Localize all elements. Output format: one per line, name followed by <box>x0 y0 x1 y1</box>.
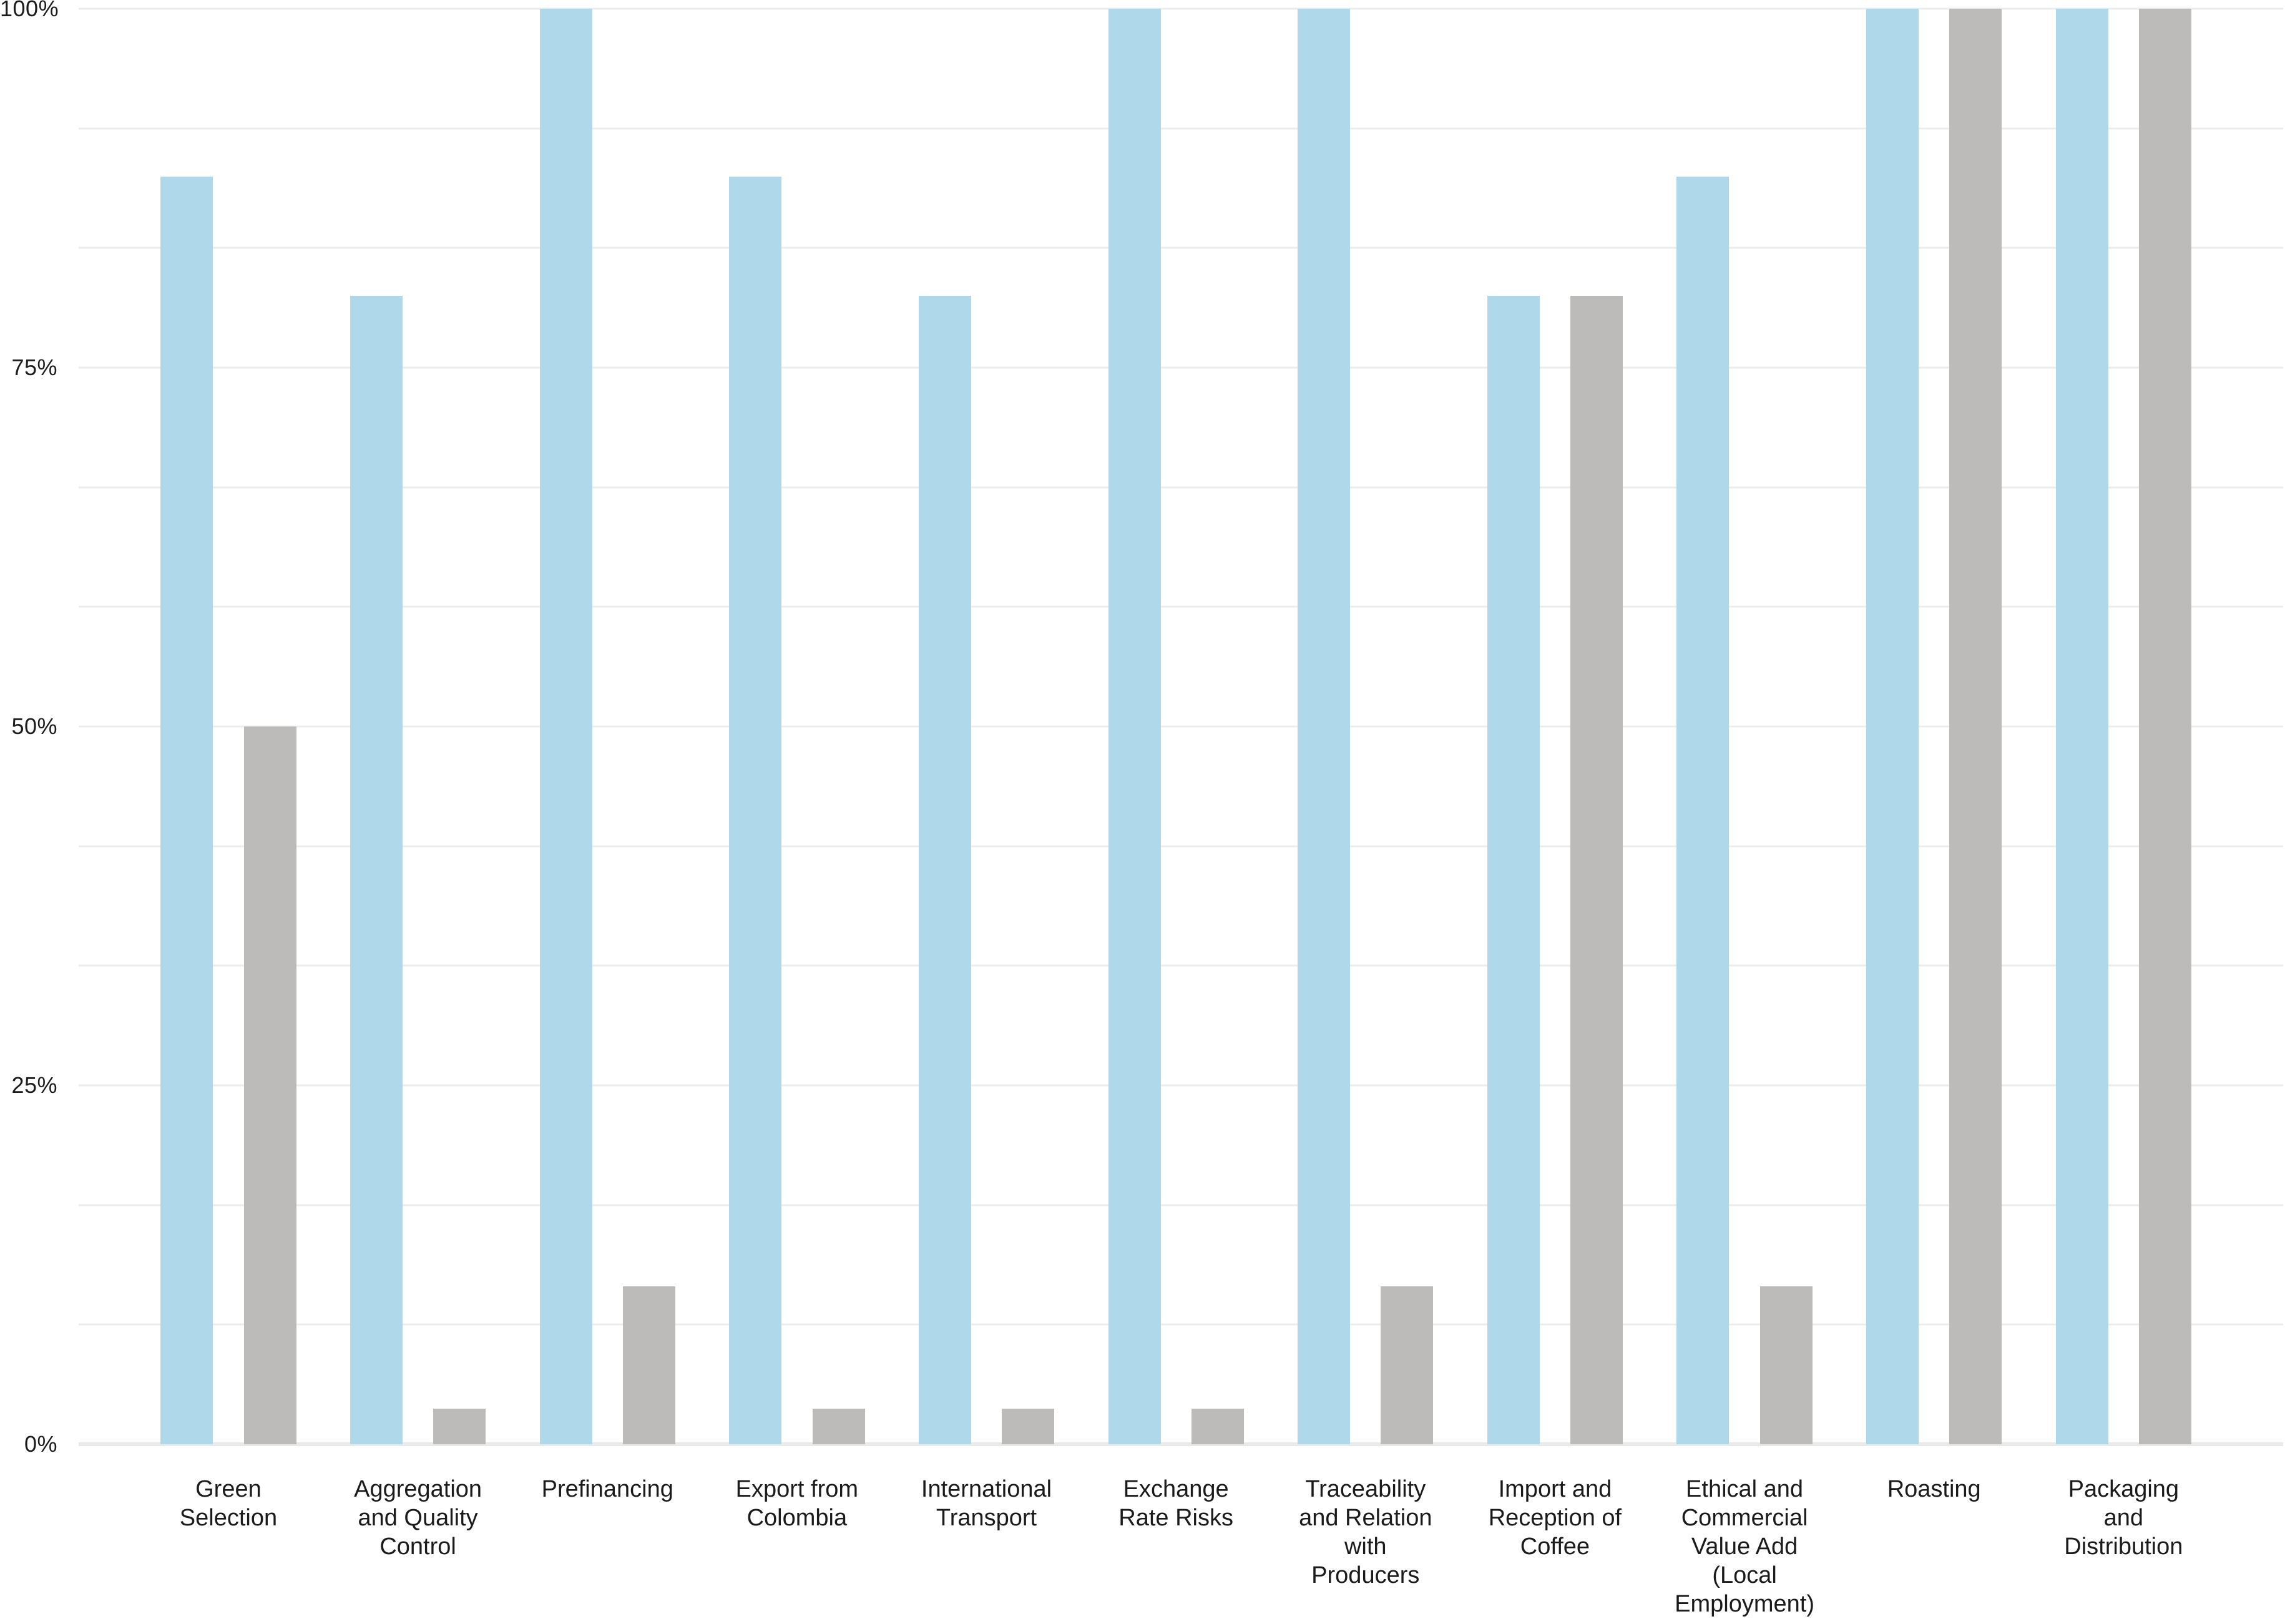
gridline <box>79 486 2283 489</box>
bar-series-blue-2 <box>350 296 403 1444</box>
bar-series-blue-11 <box>2055 9 2108 1444</box>
x-axis-baseline <box>79 1442 2283 1446</box>
bar-series-blue-3 <box>539 9 592 1444</box>
y-axis-tick-label: 50% <box>11 713 57 739</box>
bar-series-gray-3 <box>622 1286 675 1444</box>
y-axis-tick-label: 100% <box>0 0 59 21</box>
x-axis-category-label: International Transport <box>921 1476 1052 1531</box>
bar-series-gray-8 <box>1570 296 1623 1444</box>
gridline <box>79 964 2283 967</box>
gridline <box>79 247 2283 249</box>
gridline <box>79 605 2283 608</box>
bar-series-gray-7 <box>1381 1286 1434 1444</box>
gridline <box>79 1204 2283 1206</box>
x-axis-category-label: Aggregation and Quality Control <box>354 1476 482 1560</box>
gridline <box>79 127 2283 130</box>
bar-series-blue-5 <box>918 296 971 1444</box>
y-axis-tick-label: 25% <box>11 1072 57 1098</box>
bar-series-blue-6 <box>1108 9 1161 1444</box>
bar-series-gray-9 <box>1759 1286 1813 1444</box>
gridline <box>79 725 2283 728</box>
bar-series-blue-8 <box>1487 296 1540 1444</box>
gridline <box>79 845 2283 848</box>
bar-series-gray-5 <box>1002 1408 1055 1444</box>
bar-series-gray-2 <box>433 1408 486 1444</box>
gridline <box>79 1323 2283 1326</box>
x-axis-category-label: Export from Colombia <box>735 1476 859 1531</box>
bar-series-blue-10 <box>1866 9 1919 1444</box>
y-axis-tick-label: 0% <box>24 1431 57 1457</box>
x-axis-category-label: Green Selection <box>179 1476 278 1531</box>
y-axis-tick-label: 75% <box>11 355 57 380</box>
gridline <box>79 7 2283 10</box>
bar-series-gray-6 <box>1191 1408 1244 1444</box>
bar-series-blue-9 <box>1676 177 1730 1444</box>
x-axis-category-label: Exchange Rate Risks <box>1118 1476 1233 1531</box>
x-axis-category-label: Ethical and Commercial Value Add (Local … <box>1675 1476 1814 1617</box>
bar-series-gray-10 <box>1949 9 2002 1444</box>
bar-series-gray-1 <box>243 726 296 1444</box>
gridline <box>79 1084 2283 1087</box>
bar-series-gray-4 <box>812 1408 865 1444</box>
x-axis-category-label: Prefinancing <box>541 1476 673 1502</box>
bar-series-blue-1 <box>160 177 213 1444</box>
gridline <box>79 366 2283 369</box>
bar-series-blue-7 <box>1298 9 1351 1444</box>
x-axis-category-label: Traceability and Relation with Producers <box>1299 1476 1432 1588</box>
bar-series-gray-11 <box>2139 9 2191 1444</box>
x-axis-category-label: Packaging and Distribution <box>2064 1476 2183 1560</box>
x-axis-category-label: Roasting <box>1887 1476 1981 1502</box>
bar-series-blue-4 <box>729 177 782 1444</box>
x-axis-category-label: Import and Reception of Coffee <box>1488 1476 1622 1560</box>
